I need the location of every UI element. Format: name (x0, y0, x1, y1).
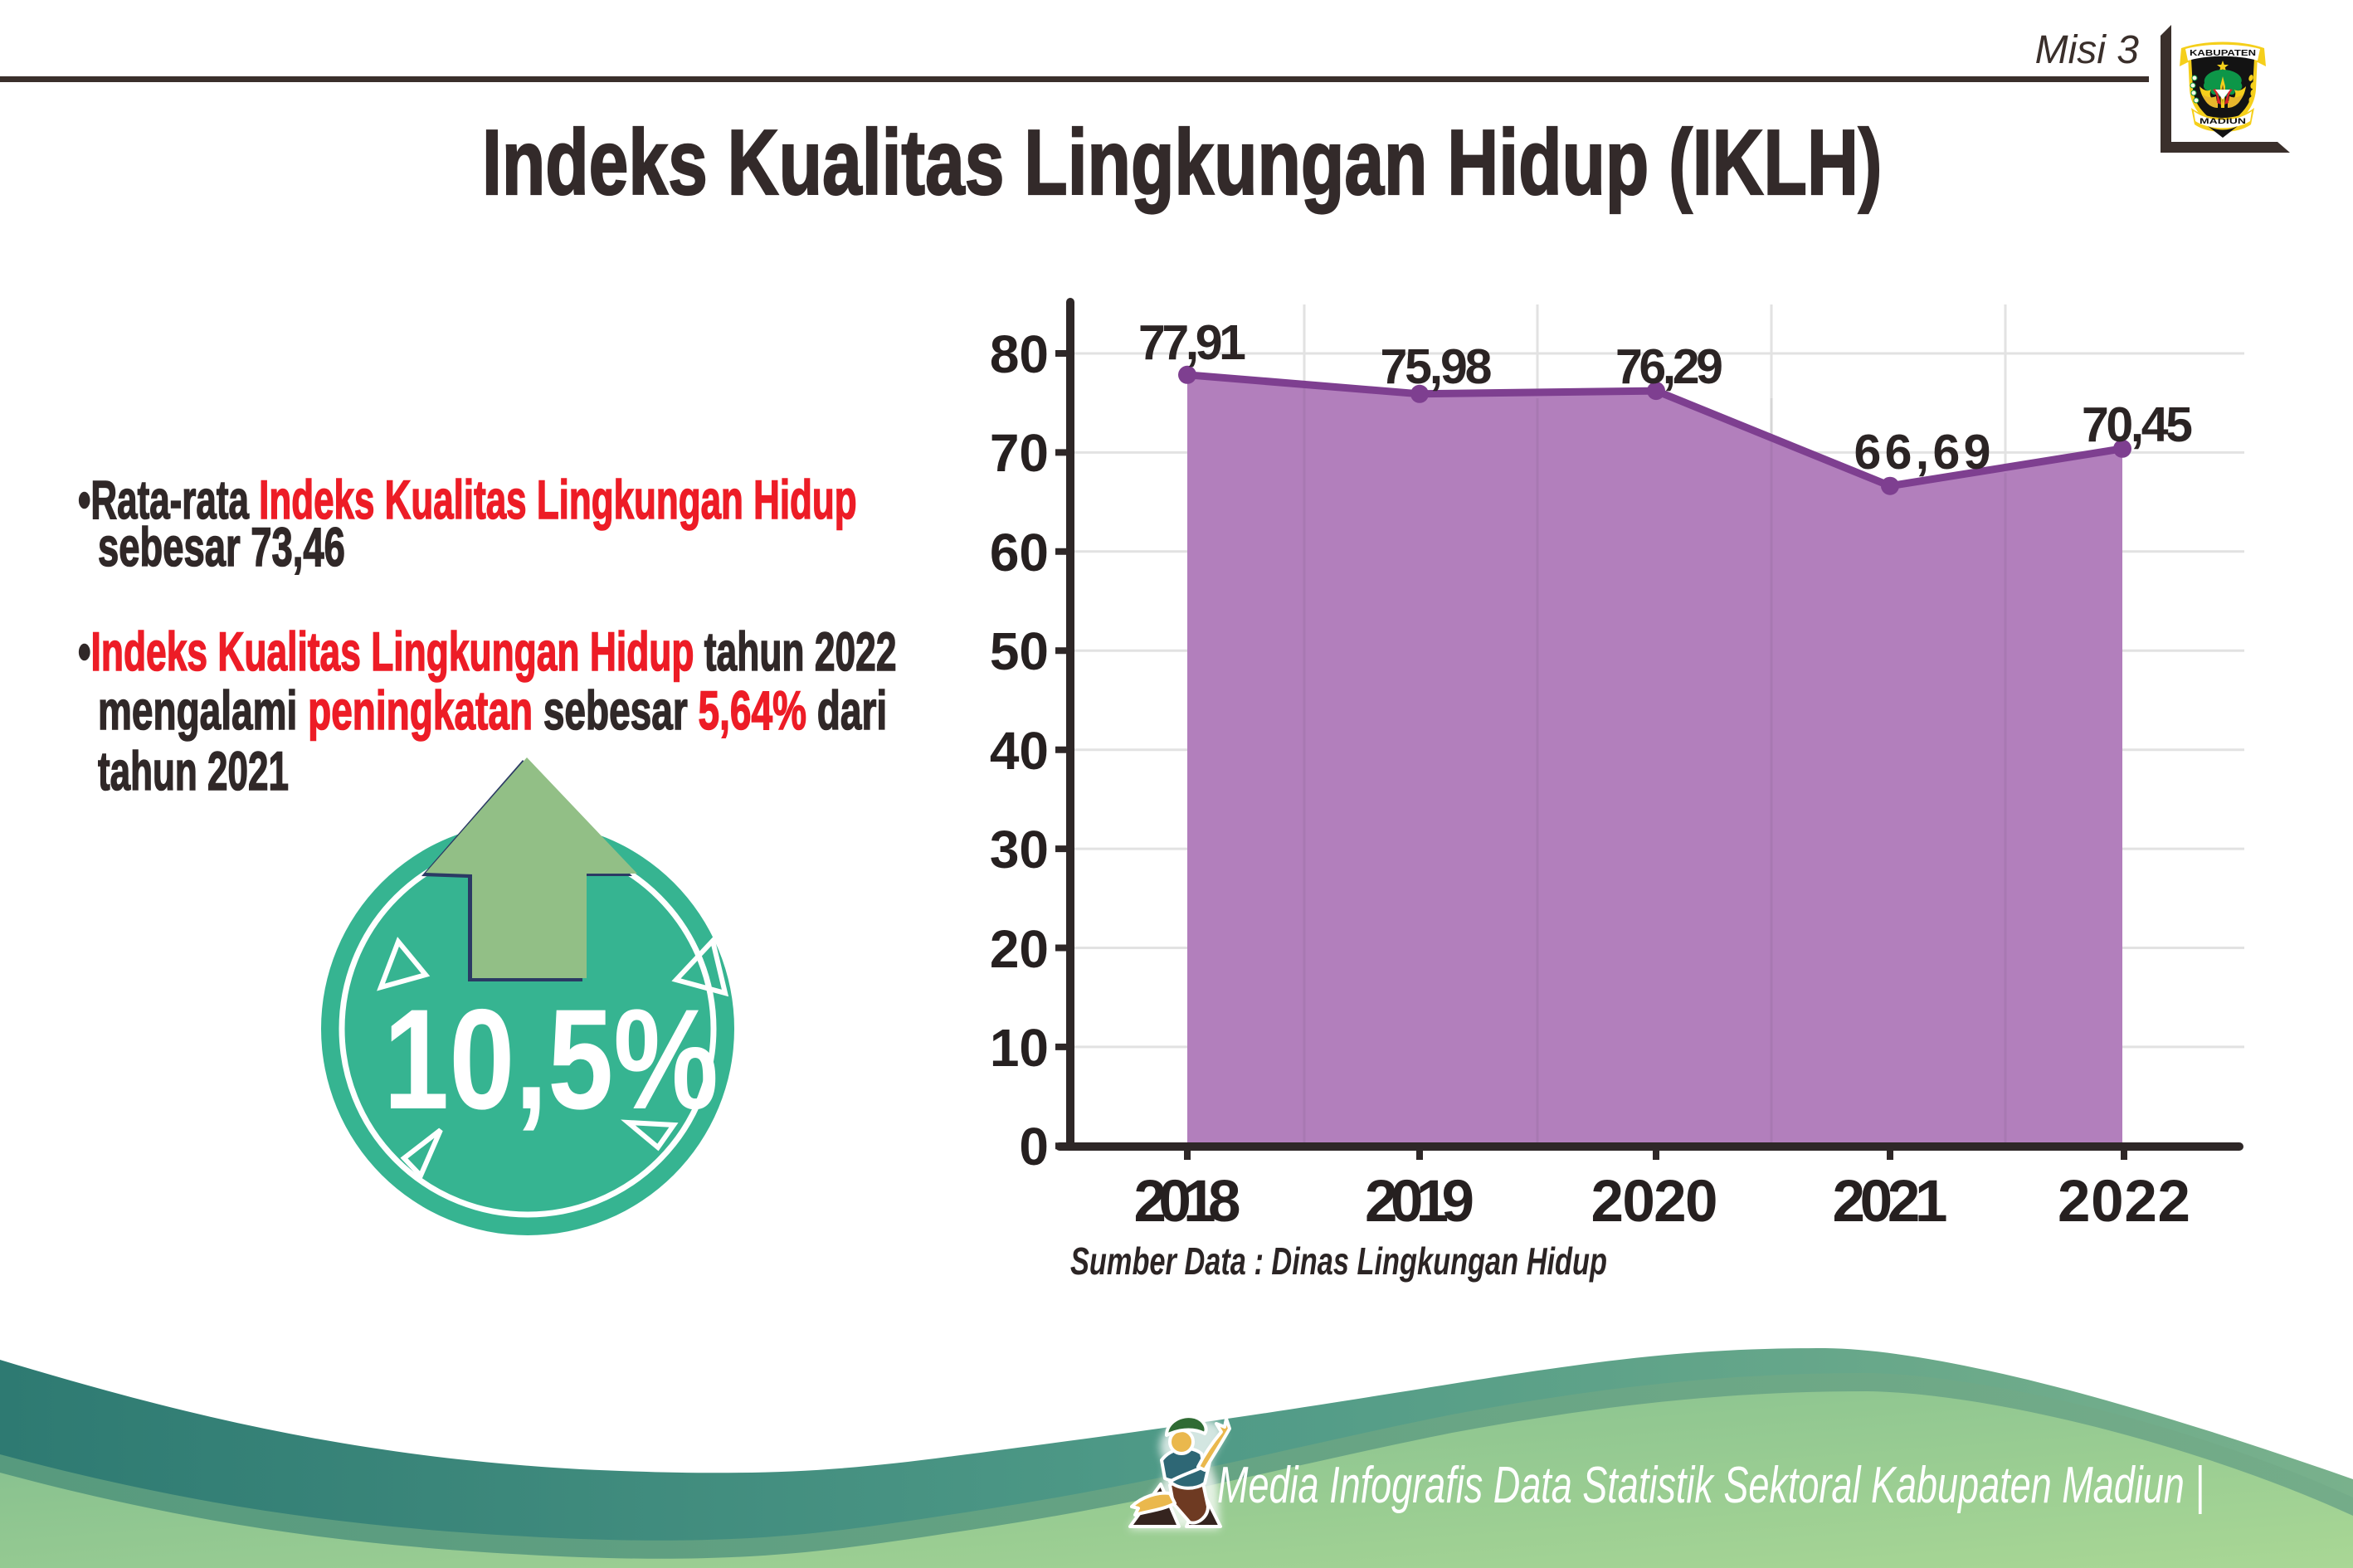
svg-text:77,91: 77,91 (1138, 315, 1246, 370)
svg-text:70,45: 70,45 (2082, 397, 2193, 452)
svg-text:2021: 2021 (1833, 1169, 1948, 1234)
svg-text:50: 50 (990, 621, 1049, 681)
svg-text:20: 20 (990, 919, 1049, 979)
svg-text:2019: 2019 (1365, 1169, 1474, 1234)
svg-text:MADIUN: MADIUN (2200, 117, 2246, 125)
svg-text:0: 0 (1019, 1117, 1049, 1176)
svg-text:10: 10 (990, 1018, 1049, 1078)
svg-text:80: 80 (990, 324, 1049, 384)
svg-text:66,69: 66,69 (1854, 425, 1991, 480)
svg-text:76,29: 76,29 (1615, 339, 1723, 394)
svg-text:75,98: 75,98 (1381, 339, 1493, 394)
svg-text:70: 70 (990, 423, 1049, 483)
svg-text:60: 60 (990, 523, 1049, 582)
svg-text:40: 40 (990, 721, 1049, 781)
svg-text:2022: 2022 (2058, 1169, 2190, 1234)
svg-text:2020: 2020 (1591, 1169, 1718, 1234)
svg-text:10,5%: 10,5% (383, 980, 719, 1139)
svg-text:30: 30 (990, 820, 1049, 879)
svg-text:Sumber Data : Dinas Lingkungan: Sumber Data : Dinas Lingkungan Hidup (1070, 1239, 1607, 1283)
svg-text:KABUPATEN: KABUPATEN (2190, 49, 2256, 58)
svg-text:2018: 2018 (1134, 1169, 1241, 1234)
svg-text:Media Infografis Data Statisti: Media Infografis Data Statistik Sektoral… (1217, 1457, 2204, 1514)
